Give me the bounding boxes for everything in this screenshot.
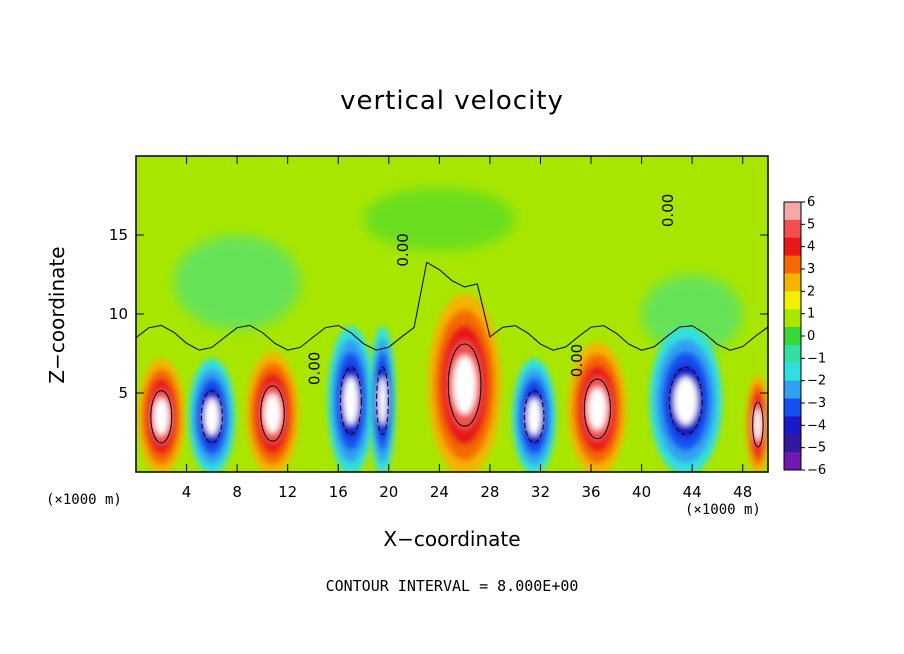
colorbar-swatch	[784, 291, 801, 310]
contour-line	[523, 390, 545, 444]
x-tick-label: 28	[480, 483, 499, 501]
x-unit-label-right: (×1000 m)	[685, 502, 761, 518]
colorbar-label: −6	[807, 463, 826, 478]
upper-haze	[173, 187, 743, 354]
colorbar-swatch	[784, 344, 801, 364]
cell-layer	[674, 377, 698, 425]
colorbar-swatch	[784, 309, 801, 328]
colorbar-label: −1	[807, 351, 826, 366]
colorbar-swatch	[784, 416, 801, 435]
x-tick-label: 24	[430, 483, 449, 501]
haze-patch	[173, 235, 301, 330]
colorbar-swatch	[784, 398, 801, 417]
haze-patch	[641, 274, 743, 354]
colorbar-label: 2	[807, 284, 815, 299]
cell-downdraft-1	[188, 358, 236, 472]
colorbar-label: −3	[807, 396, 826, 411]
contour-interval-note: CONTOUR INTERVAL = 8.000E+00	[325, 577, 579, 595]
cell-updraft-7	[568, 342, 627, 472]
contour-line	[260, 385, 285, 442]
contour-line	[150, 390, 173, 444]
x-axis-label: X−coordinate	[383, 527, 521, 551]
x-tick-label: 44	[683, 483, 702, 501]
contour-label: 0.00	[394, 233, 412, 266]
x-tick-label: 32	[531, 483, 550, 501]
contour-line	[752, 401, 764, 448]
x-tick-label: 4	[182, 483, 192, 501]
colorbar-swatch	[784, 255, 801, 274]
cell-layer	[153, 398, 169, 436]
colorbar-label: 1	[807, 307, 815, 322]
cell-layer	[343, 377, 359, 425]
cell-layer	[204, 398, 220, 436]
cell-downdraft-3	[327, 326, 375, 472]
cell-layer	[378, 377, 387, 425]
cell-layer	[453, 355, 477, 415]
colorbar-swatch	[784, 219, 801, 239]
cell-downdraft-4	[369, 326, 396, 472]
colorbar-label: 4	[807, 240, 815, 255]
contour-line	[447, 343, 482, 427]
cell-layer	[527, 398, 542, 436]
colorbar-swatch	[784, 362, 801, 382]
contour-line	[376, 366, 389, 435]
cell-downdraft-8	[649, 326, 723, 472]
cell-updraft-9	[746, 374, 768, 472]
contour-line	[200, 390, 223, 444]
contour-line	[583, 378, 611, 440]
x-tick-label: 12	[278, 483, 297, 501]
cell-layer	[588, 387, 607, 431]
haze-patch	[363, 187, 516, 251]
x-tick-label: 8	[232, 483, 242, 501]
x-tick-label: 20	[379, 483, 398, 501]
colorbar-label: −5	[807, 441, 826, 456]
colorbar-swatch	[784, 237, 801, 257]
cell-layer	[264, 393, 281, 434]
colorbar-swatch	[784, 202, 801, 221]
colorbar-swatch	[784, 452, 801, 471]
y-tick-label: 15	[109, 226, 128, 244]
colorbar-label: 3	[807, 262, 815, 277]
x-tick-label: 36	[581, 483, 600, 501]
colorbar-swatch	[784, 273, 801, 292]
colorbar-label: −4	[807, 418, 826, 433]
contour-line	[668, 366, 703, 435]
contour-label: 0.00	[659, 194, 677, 227]
x-tick-label: 16	[329, 483, 348, 501]
contour-label: 0.00	[305, 352, 323, 385]
cell-updraft-2	[246, 352, 299, 472]
chart-title: vertical velocity	[340, 86, 564, 116]
cell-updraft-0	[138, 358, 185, 472]
colorbar-label: −2	[807, 374, 826, 389]
x-unit-label-left: (×1000 m)	[46, 492, 122, 508]
x-tick-label: 48	[733, 483, 752, 501]
cell-layer	[754, 408, 762, 441]
colorbar-label: 6	[807, 195, 815, 210]
colorbar-label: 5	[807, 217, 815, 232]
zero-contour	[136, 261, 768, 351]
contour-line	[339, 366, 362, 435]
colorbar-swatch	[784, 434, 801, 453]
y-tick-label: 5	[118, 384, 128, 402]
colorbar-swatch	[784, 327, 801, 346]
x-tick-label: 40	[632, 483, 651, 501]
contour-label: 0.00	[568, 344, 586, 377]
colorbar-label: 0	[807, 329, 815, 344]
cell-updraft-5	[428, 293, 501, 472]
colorbar-swatch	[784, 380, 801, 400]
cell-downdraft-6	[512, 358, 556, 472]
y-tick-label: 10	[109, 305, 128, 323]
